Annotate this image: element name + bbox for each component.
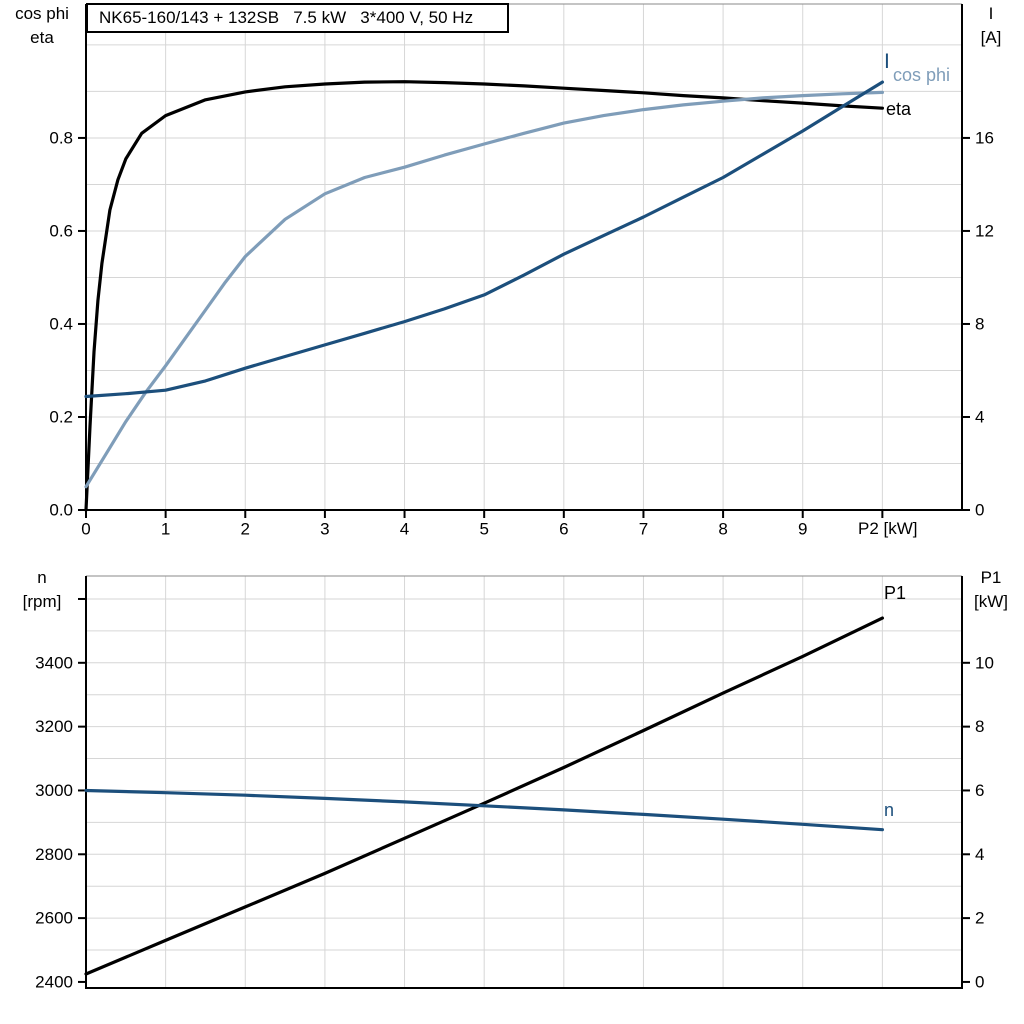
i-curve-label: I bbox=[884, 50, 890, 73]
chart-title: NK65-160/143 + 132SB 7.5 kW 3*400 V, 50 … bbox=[99, 8, 474, 27]
bottom-left-axis-title-line1: n bbox=[37, 568, 47, 587]
x-tick-label: 1 bbox=[161, 520, 170, 539]
top-x-axis-title: P2 [kW] bbox=[858, 519, 918, 538]
top-right-axis-title-line1: I bbox=[988, 4, 994, 23]
left-tick-label: 3400 bbox=[35, 653, 73, 672]
p1-curve-label: P1 bbox=[884, 583, 907, 603]
curve-cos-phi bbox=[84, 90, 885, 489]
left-tick-label: 2800 bbox=[35, 845, 73, 864]
right-tick-label: 6 bbox=[975, 781, 984, 800]
right-tick-label: 0 bbox=[975, 972, 984, 991]
right-tick-label: 16 bbox=[975, 128, 994, 147]
right-tick-label: 4 bbox=[975, 845, 984, 864]
x-tick-label: 3 bbox=[320, 520, 329, 539]
left-tick-label: 0.0 bbox=[49, 501, 73, 520]
eta-curve-label: eta bbox=[886, 99, 912, 119]
curve-P1 bbox=[84, 616, 885, 976]
curve-n bbox=[84, 788, 885, 832]
n-curve-label: n bbox=[884, 800, 895, 820]
right-tick-label: 10 bbox=[975, 653, 994, 672]
x-tick-label: 5 bbox=[479, 520, 488, 539]
top-left-axis-title-line1: cos phi bbox=[15, 4, 69, 23]
right-tick-label: 4 bbox=[975, 407, 984, 426]
chart-title-box: NK65-160/143 + 132SB 7.5 kW 3*400 V, 50 … bbox=[86, 3, 509, 33]
left-tick-label: 0.2 bbox=[49, 407, 73, 426]
x-tick-label: 2 bbox=[241, 520, 250, 539]
curve-eta bbox=[84, 80, 885, 512]
left-tick-label: 2600 bbox=[35, 909, 73, 928]
bottom-left-axis-title-line2: [rpm] bbox=[22, 592, 62, 611]
right-tick-label: 2 bbox=[975, 909, 984, 928]
x-tick-label: 0 bbox=[81, 520, 90, 539]
left-tick-label: 0.8 bbox=[49, 128, 73, 147]
cos-phi-curve-label: cos phi bbox=[893, 65, 951, 85]
x-tick-label: 6 bbox=[559, 520, 568, 539]
top-left-axis-title-line2: eta bbox=[30, 28, 54, 47]
right-tick-label: 0 bbox=[975, 501, 984, 520]
left-tick-label: 0.6 bbox=[49, 221, 73, 240]
right-tick-label: 8 bbox=[975, 314, 984, 333]
left-tick-label: 3000 bbox=[35, 781, 73, 800]
x-tick-label: 9 bbox=[798, 520, 807, 539]
right-tick-label: 12 bbox=[975, 221, 994, 240]
x-tick-label: 8 bbox=[718, 520, 727, 539]
x-tick-label: 7 bbox=[639, 520, 648, 539]
top-right-axis-title-line2: [A] bbox=[980, 28, 1002, 47]
left-tick-label: 3200 bbox=[35, 717, 73, 736]
left-tick-label: 0.4 bbox=[49, 314, 73, 333]
left-tick-label: 2400 bbox=[35, 972, 73, 991]
right-tick-label: 8 bbox=[975, 717, 984, 736]
bottom-right-axis-title-line1: P1 bbox=[980, 568, 1002, 587]
x-tick-label: 4 bbox=[400, 520, 409, 539]
curve-I bbox=[84, 80, 885, 399]
bottom-right-axis-title-line2: [kW] bbox=[974, 592, 1008, 611]
